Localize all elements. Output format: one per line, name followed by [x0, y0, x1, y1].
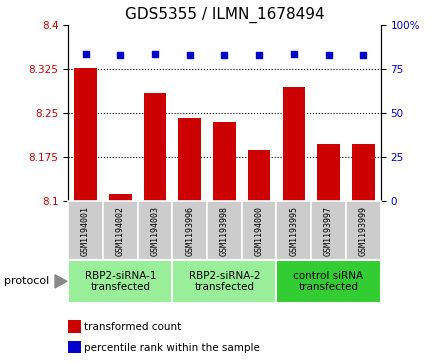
Point: [186, 52, 193, 58]
Bar: [103, 201, 138, 260]
Text: transformed count: transformed count: [84, 322, 181, 332]
Point: [325, 52, 332, 58]
Text: percentile rank within the sample: percentile rank within the sample: [84, 343, 260, 353]
Bar: [68, 341, 81, 354]
Bar: [68, 201, 103, 260]
Bar: [276, 201, 311, 260]
Point: [151, 51, 158, 57]
Point: [256, 52, 263, 58]
Bar: [178, 118, 201, 201]
Bar: [317, 144, 340, 201]
Bar: [68, 320, 81, 333]
Text: RBP2-siRNA-1
transfected: RBP2-siRNA-1 transfected: [84, 270, 156, 292]
Bar: [346, 201, 381, 260]
Title: GDS5355 / ILMN_1678494: GDS5355 / ILMN_1678494: [125, 7, 324, 23]
Bar: [311, 201, 346, 260]
Bar: [352, 144, 374, 201]
Bar: [74, 68, 97, 201]
Text: GSM1193997: GSM1193997: [324, 205, 333, 256]
Text: control siRNA
transfected: control siRNA transfected: [293, 270, 363, 292]
Text: protocol: protocol: [4, 276, 50, 286]
Point: [82, 51, 89, 57]
Text: GSM1194001: GSM1194001: [81, 205, 90, 256]
Bar: [248, 150, 271, 201]
Point: [360, 52, 367, 58]
Bar: [144, 93, 166, 201]
Point: [117, 52, 124, 58]
Bar: [172, 260, 276, 303]
Text: GSM1193999: GSM1193999: [359, 205, 368, 256]
Bar: [172, 201, 207, 260]
Bar: [276, 260, 381, 303]
Point: [290, 51, 297, 57]
Text: GSM1194002: GSM1194002: [116, 205, 125, 256]
Text: GSM1194003: GSM1194003: [150, 205, 159, 256]
Bar: [213, 122, 236, 201]
Text: GSM1193998: GSM1193998: [220, 205, 229, 256]
Text: GSM1193995: GSM1193995: [290, 205, 298, 256]
Text: RBP2-siRNA-2
transfected: RBP2-siRNA-2 transfected: [189, 270, 260, 292]
Bar: [109, 195, 132, 201]
Point: [221, 52, 228, 58]
Bar: [242, 201, 276, 260]
Polygon shape: [55, 275, 67, 288]
Bar: [138, 201, 172, 260]
Bar: [282, 87, 305, 201]
Bar: [68, 260, 172, 303]
Text: GSM1194000: GSM1194000: [255, 205, 264, 256]
Text: GSM1193996: GSM1193996: [185, 205, 194, 256]
Bar: [207, 201, 242, 260]
